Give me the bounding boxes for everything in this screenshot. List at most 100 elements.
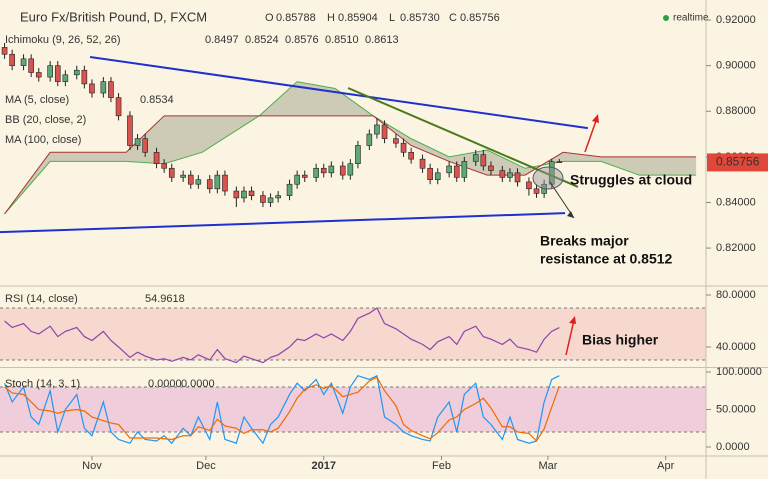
candle-body	[89, 83, 95, 94]
ohlc-key: O	[265, 12, 274, 24]
candle-body	[328, 165, 335, 174]
rsi-value: 54.9618	[145, 293, 185, 305]
candle-body	[168, 167, 175, 178]
candle-body	[499, 170, 506, 178]
arrow-head	[567, 211, 574, 218]
ohlc-key: L	[389, 12, 395, 24]
candle-body	[115, 97, 122, 117]
stoch-label: Stoch (14, 3, 1)	[5, 378, 80, 390]
candle-body	[54, 65, 61, 82]
candle-body	[142, 138, 148, 153]
candle-body	[480, 154, 487, 167]
series-line	[4, 307, 560, 364]
y-tick-label: 0.88000	[716, 105, 756, 117]
rsi-label: RSI (14, close)	[5, 293, 78, 305]
y-tick-label: 100.0000	[716, 366, 762, 378]
arrow-head	[592, 114, 599, 123]
annotation: resistance at 0.8512	[540, 251, 673, 267]
candle-body	[20, 58, 27, 66]
y-tick-label: 0.92000	[716, 14, 756, 26]
candle-body	[453, 165, 460, 178]
candle-body	[366, 133, 373, 146]
candle-body	[507, 172, 513, 178]
indicator-value: 0.8510	[325, 34, 359, 46]
candle-body	[488, 165, 494, 171]
band-fill	[0, 307, 706, 360]
indicator-value: 0.8613	[365, 34, 399, 46]
candle-body	[187, 174, 194, 185]
indicator-label: BB (20, close, 2)	[5, 114, 86, 126]
legend-value: 0.0000	[148, 378, 182, 390]
candle-body	[339, 165, 346, 176]
candle-body	[222, 174, 228, 192]
candle-body	[347, 163, 354, 176]
candle-body	[400, 142, 407, 153]
candle-body	[301, 174, 308, 178]
arrow-line	[565, 319, 575, 356]
candle-body	[267, 197, 274, 203]
y-tick-label: 0.82000	[716, 242, 756, 254]
candle-body	[214, 174, 221, 190]
candle-body	[206, 179, 213, 190]
ohlc-value: 0.85730	[400, 12, 440, 24]
status-label: realtime	[673, 13, 709, 24]
indicator-label: Ichimoku (9, 26, 52, 26)	[5, 34, 121, 46]
trendline	[347, 87, 579, 188]
candle-body	[461, 161, 468, 178]
indicator-value: 0.8534	[140, 94, 174, 106]
x-tick-label: Dec	[196, 460, 216, 472]
candle-body	[248, 190, 255, 196]
indicator-label: MA (5, close)	[5, 94, 69, 106]
candle-body	[286, 183, 293, 196]
candle-body	[28, 58, 34, 73]
candle-body	[526, 181, 532, 190]
candle-body	[100, 81, 107, 94]
indicator-value: 0.8497	[205, 34, 239, 46]
candle-body	[556, 161, 563, 163]
trendline	[89, 56, 588, 130]
arrow-line	[549, 181, 575, 219]
annotation: Bias higher	[582, 332, 659, 348]
x-tick-label: 2017	[311, 460, 335, 472]
candle-body	[127, 115, 133, 146]
candle-body	[419, 158, 426, 169]
ohlc-key: C	[449, 12, 457, 24]
x-tick-label: Apr	[657, 460, 674, 472]
ohlc-value: 0.85904	[338, 12, 378, 24]
candle-body	[108, 81, 114, 98]
main-layer	[0, 42, 588, 445]
indicator-value: 0.8576	[285, 34, 319, 46]
candle-body	[374, 124, 380, 135]
y-tick-label: 40.0000	[716, 341, 756, 353]
ohlc-value: 0.85788	[276, 12, 316, 24]
last-price-box	[707, 153, 768, 172]
y-tick-label: 50.0000	[716, 403, 756, 415]
candle-body	[427, 167, 433, 180]
candle-body	[62, 74, 69, 82]
annotation: Breaks major	[540, 233, 629, 249]
candle-body	[47, 65, 53, 78]
trendline	[0, 212, 566, 234]
candle-body	[153, 152, 160, 165]
arrow-head	[569, 316, 576, 324]
ohlc-value: 0.85756	[460, 12, 500, 24]
candle-body	[533, 188, 540, 194]
candle-body	[180, 174, 186, 178]
candle-body	[408, 152, 414, 160]
x-tick-label: Feb	[432, 460, 451, 472]
series-line	[4, 376, 560, 442]
arrow-line	[584, 117, 598, 153]
indicator-value: 0.8524	[245, 34, 279, 46]
y-tick-label: 0.90000	[716, 60, 756, 72]
y-tick-label: 80.0000	[716, 289, 756, 301]
cloud-edge	[4, 115, 697, 215]
y-tick-label: 0.0000	[716, 441, 750, 453]
candle-body	[313, 167, 319, 178]
candle-body	[161, 163, 167, 169]
candle-body	[472, 154, 479, 162]
candle-body	[446, 165, 452, 174]
candle-body	[134, 138, 141, 146]
candle-body	[35, 72, 42, 78]
